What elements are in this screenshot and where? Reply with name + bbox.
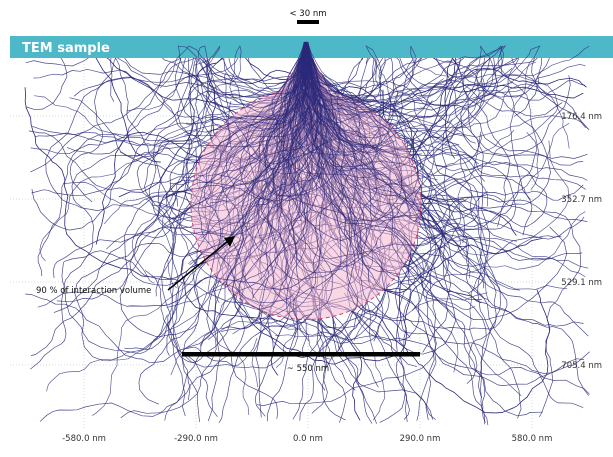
interaction-volume-arrow-line xyxy=(167,241,228,291)
y-tick-label: 176.4 nm xyxy=(561,112,602,122)
x-axis-ticks: -580.0 nm -290.0 nm 0.0 nm 290.0 nm 580.0 nm xyxy=(62,434,552,444)
electron-trajectory xyxy=(196,41,309,146)
beam-width-bar xyxy=(297,20,319,24)
electron-trajectory xyxy=(234,41,319,170)
electron-trajectory xyxy=(303,41,403,299)
y-axis-ticks: 176.4 nm 352.7 nm 529.1 nm 705.4 nm xyxy=(561,112,602,371)
electron-trajectory xyxy=(294,41,403,222)
electron-trajectory xyxy=(198,41,306,291)
interaction-volume-arrowhead xyxy=(224,236,235,247)
electron-trajectory xyxy=(177,41,309,151)
electron-trajectory xyxy=(306,41,476,319)
electron-trajectory xyxy=(232,41,342,335)
lateral-extent-bar xyxy=(182,352,420,357)
y-tick-label: 705.4 nm xyxy=(561,361,602,371)
electron-trajectory xyxy=(39,41,305,262)
electron-trajectory xyxy=(207,41,319,341)
y-tick-label: 352.7 nm xyxy=(561,195,602,205)
tem-sample-label: TEM sample xyxy=(22,41,110,56)
electron-trajectory xyxy=(304,41,590,110)
electron-trajectory xyxy=(303,41,490,303)
electron-trajectory xyxy=(205,41,319,133)
electron-trajectory xyxy=(266,41,336,165)
x-tick-label: 290.0 nm xyxy=(400,434,441,444)
electron-trajectory xyxy=(307,41,471,279)
electron-trajectory xyxy=(303,41,589,139)
electron-trajectory xyxy=(124,41,306,350)
electron-trajectories-overlay xyxy=(34,41,590,421)
electron-trajectory xyxy=(307,41,503,153)
tem-sample-band xyxy=(10,36,613,58)
x-tick-label: -290.0 nm xyxy=(174,434,218,444)
electron-trajectory xyxy=(306,41,539,191)
electron-trajectory xyxy=(303,41,461,251)
electron-trajectory xyxy=(306,41,522,397)
lateral-extent-label: ~ 550 nm xyxy=(287,364,329,374)
electron-trajectory xyxy=(167,41,319,289)
electron-trajectory xyxy=(276,41,424,241)
electron-trajectory xyxy=(276,41,459,373)
x-tick-label: 580.0 nm xyxy=(512,434,553,444)
electron-trajectory xyxy=(225,41,322,191)
electron-trajectory xyxy=(157,41,308,240)
electron-trajectory xyxy=(131,41,308,284)
electron-trajectory xyxy=(304,41,570,149)
electron-trajectory xyxy=(275,41,358,338)
electron-trajectory xyxy=(306,41,586,113)
electron-trajectory xyxy=(239,41,470,260)
electron-trajectory xyxy=(307,41,584,201)
electron-trajectory xyxy=(305,41,381,168)
electron-trajectory xyxy=(170,41,321,376)
electron-trajectory xyxy=(305,41,541,119)
electron-trajectory xyxy=(145,41,306,233)
electron-trajectory xyxy=(198,41,307,304)
x-tick-label: 0.0 nm xyxy=(293,434,323,444)
interaction-volume-label: 90 % of interaction volume xyxy=(36,286,151,296)
electron-trajectory xyxy=(275,41,355,368)
x-tick-label: -580.0 nm xyxy=(62,434,106,444)
electron-trajectory xyxy=(290,41,388,178)
gridlines xyxy=(10,58,555,428)
electron-trajectory xyxy=(30,41,307,173)
electron-trajectory xyxy=(251,41,341,388)
electron-trajectory xyxy=(240,41,330,360)
electron-trajectory xyxy=(209,41,315,175)
beam-width-label: < 30 nm xyxy=(289,9,326,19)
electron-trajectory xyxy=(225,41,308,298)
electron-trajectory xyxy=(34,41,307,137)
y-tick-label: 529.1 nm xyxy=(561,278,602,288)
electron-trajectory xyxy=(299,41,568,290)
electron-trajectory xyxy=(34,41,309,146)
